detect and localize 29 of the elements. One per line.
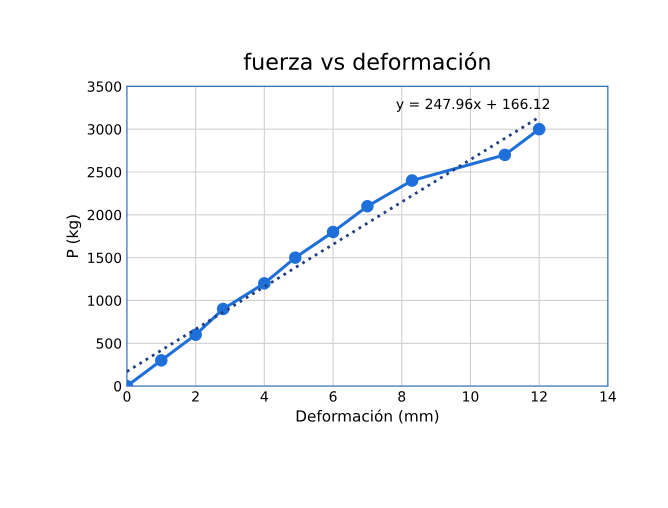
y-tick-label: 0 (114, 381, 122, 392)
x-axis-title: Deformación (mm) (296, 409, 438, 424)
point (532, 122, 546, 136)
y-tick-label: 3000 (88, 124, 122, 135)
y-tick-label: 500 (96, 338, 122, 349)
x-tick-label: 8 (398, 391, 406, 402)
point (498, 148, 512, 162)
y-axis-title: P (kg) (66, 215, 82, 257)
point (189, 328, 202, 341)
x-tick-label: 0 (123, 391, 130, 402)
y-tick-label: 3500 (88, 81, 122, 92)
point (258, 277, 271, 290)
y-tick-label: 1000 (88, 295, 122, 306)
x-tick-label: 2 (192, 391, 199, 402)
point (155, 354, 168, 367)
annotation: y = 247.96x + 166.12 (396, 98, 550, 112)
point (289, 251, 302, 264)
y-tick-label: 2500 (88, 166, 122, 178)
point (406, 174, 418, 187)
x-tick-label: 10 (463, 391, 478, 402)
point (361, 200, 374, 212)
x-tick-label: 4 (260, 391, 268, 402)
x-tick-label: 6 (330, 391, 337, 402)
point (326, 226, 340, 238)
x-tick-label: 14 (600, 391, 616, 402)
x-tick-label: 12 (532, 391, 547, 402)
y-tick-label: 1500 (88, 252, 122, 264)
y-tick-label: 2000 (88, 210, 122, 220)
chart-title: fuerza vs deformación (244, 52, 490, 70)
